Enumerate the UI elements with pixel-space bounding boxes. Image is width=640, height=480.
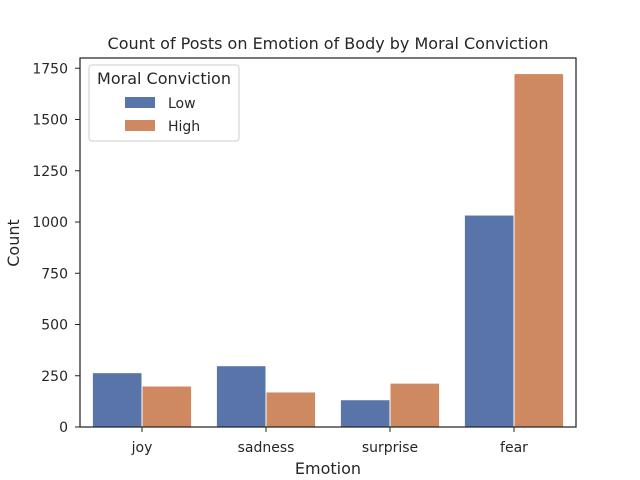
y-axis-label: Count bbox=[4, 219, 23, 267]
legend-swatch-high bbox=[125, 120, 155, 131]
legend-label-low: Low bbox=[168, 96, 196, 112]
y-tick-label: 1750 bbox=[32, 61, 68, 77]
bar-low-fear bbox=[463, 214, 515, 428]
plot-frame bbox=[79, 57, 577, 428]
y-tick-label: 500 bbox=[41, 318, 68, 334]
y-tick-label: 1000 bbox=[32, 215, 68, 231]
bar-high-fear bbox=[513, 73, 565, 428]
legend-swatch-low bbox=[125, 97, 155, 108]
x-tick-label-fear: fear bbox=[500, 440, 528, 456]
x-tick-label-joy: joy bbox=[131, 440, 153, 456]
y-tick-label: 750 bbox=[41, 266, 68, 282]
bar-low-joy bbox=[91, 372, 143, 428]
bar-high-surprise bbox=[389, 382, 441, 428]
bars-group bbox=[91, 73, 565, 428]
y-axis-ticks: 0 250 500 750 1000 1250 1500 1750 bbox=[32, 61, 80, 436]
x-tick-label-surprise: surprise bbox=[362, 440, 418, 456]
x-axis-label: Emotion bbox=[295, 459, 361, 478]
y-tick-label: 1250 bbox=[32, 164, 68, 180]
legend-label-high: High bbox=[168, 119, 200, 135]
bar-high-joy bbox=[141, 385, 193, 428]
y-tick-label: 1500 bbox=[32, 113, 68, 129]
bar-low-sadness bbox=[215, 365, 267, 428]
y-tick-label: 250 bbox=[41, 369, 68, 385]
y-tick-label: 0 bbox=[59, 420, 68, 436]
bar-high-sadness bbox=[265, 391, 317, 428]
x-axis-ticks: joy sadness surprise fear bbox=[131, 427, 528, 456]
chart-title: Count of Posts on Emotion of Body by Mor… bbox=[108, 34, 549, 53]
bar-low-surprise bbox=[339, 399, 391, 428]
x-tick-label-sadness: sadness bbox=[238, 440, 295, 456]
legend-title: Moral Conviction bbox=[97, 69, 231, 88]
legend: Moral Conviction Low High bbox=[88, 64, 240, 142]
